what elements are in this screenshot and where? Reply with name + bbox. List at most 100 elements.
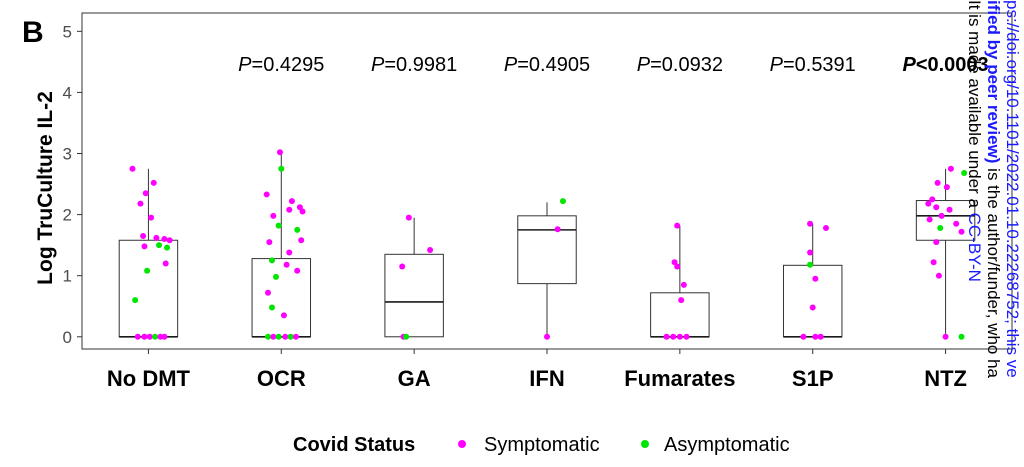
point-symptomatic <box>161 236 168 243</box>
point-asymptomatic <box>958 333 965 340</box>
y-axis-label: Log TruCulture IL-2 <box>34 91 57 285</box>
point-asymptomatic <box>275 333 282 340</box>
point-symptomatic <box>266 239 273 246</box>
point-symptomatic <box>282 333 289 340</box>
point-symptomatic <box>296 204 303 211</box>
point-symptomatic <box>270 212 277 219</box>
point-asymptomatic <box>164 244 171 251</box>
point-asymptomatic <box>265 333 271 340</box>
point-symptomatic <box>670 333 677 340</box>
point-symptomatic <box>812 275 819 282</box>
point-symptomatic <box>283 261 290 268</box>
p-value-ntz: P<0.0003 <box>902 54 988 76</box>
point-asymptomatic <box>961 170 968 177</box>
point-layer <box>129 149 968 340</box>
point-symptomatic <box>663 333 670 340</box>
point-asymptomatic <box>156 242 163 249</box>
point-asymptomatic <box>268 304 275 311</box>
point-symptomatic <box>299 208 306 215</box>
box-no-dmt <box>118 168 179 338</box>
y-tick-label: 0 <box>63 328 72 347</box>
point-symptomatic <box>929 196 936 203</box>
box-iqr <box>782 264 843 338</box>
point-symptomatic <box>146 333 153 340</box>
point-asymptomatic <box>275 222 282 229</box>
point-symptomatic <box>946 206 953 213</box>
y-tick-label: 5 <box>63 22 72 41</box>
point-symptomatic <box>943 184 950 191</box>
point-symptomatic <box>807 249 814 256</box>
p-value-ga: P=0.9981 <box>371 54 457 76</box>
x-axis: No DMT OCR GA IFN Fumarates S1P NTZ <box>107 349 967 391</box>
point-symptomatic <box>935 272 942 279</box>
point-symptomatic <box>930 259 937 266</box>
point-symptomatic <box>161 333 168 340</box>
point-symptomatic <box>554 226 561 233</box>
box-iqr <box>118 239 179 338</box>
point-symptomatic <box>141 333 148 340</box>
box-ga <box>384 217 444 338</box>
point-symptomatic <box>288 198 295 205</box>
x-tick-label: NTZ <box>924 366 967 391</box>
point-symptomatic <box>674 263 681 270</box>
point-asymptomatic <box>294 226 301 233</box>
point-asymptomatic <box>278 165 285 172</box>
point-asymptomatic <box>268 257 275 264</box>
y-axis: 0 1 2 3 4 5 <box>63 22 82 347</box>
point-symptomatic <box>142 190 149 197</box>
p-value-fumarates: P=0.0932 <box>637 54 723 76</box>
point-symptomatic <box>286 206 293 213</box>
point-symptomatic <box>953 220 960 227</box>
legend-symptomatic-swatch <box>458 440 466 448</box>
box-ifn <box>517 202 577 337</box>
point-asymptomatic <box>807 261 814 268</box>
point-symptomatic <box>676 333 683 340</box>
point-symptomatic <box>129 165 136 172</box>
point-symptomatic <box>276 149 283 156</box>
p-value-ocr: P=0.4295 <box>238 54 324 76</box>
watermark-line-3a: It is made available under a <box>965 0 984 213</box>
box-iqr <box>384 253 444 338</box>
box-ntz <box>915 168 976 337</box>
point-asymptomatic <box>287 333 294 340</box>
point-symptomatic <box>263 191 270 198</box>
legend: Covid Status Symptomatic Asymptomatic <box>293 434 790 456</box>
p-value-s1p: P=0.5391 <box>770 54 856 76</box>
point-symptomatic <box>137 200 144 207</box>
point-symptomatic <box>294 267 301 274</box>
point-symptomatic <box>280 312 287 319</box>
point-symptomatic <box>942 333 949 340</box>
point-symptomatic <box>140 232 147 239</box>
point-symptomatic <box>265 289 271 296</box>
y-tick-label: 4 <box>63 83 72 102</box>
point-symptomatic <box>427 247 434 254</box>
point-symptomatic <box>141 243 148 250</box>
point-symptomatic <box>292 333 299 340</box>
point-symptomatic <box>947 165 954 172</box>
point-symptomatic <box>800 333 807 340</box>
legend-title: Covid Status <box>293 434 415 456</box>
point-symptomatic <box>162 260 169 267</box>
y-tick-label: 1 <box>63 267 72 286</box>
point-symptomatic <box>817 333 824 340</box>
point-symptomatic <box>671 259 678 266</box>
box-iqr <box>915 200 976 241</box>
point-symptomatic <box>150 179 157 186</box>
point-asymptomatic <box>144 267 151 274</box>
point-symptomatic <box>680 281 687 288</box>
p-value-ifn: P=0.4905 <box>504 54 590 76</box>
point-symptomatic <box>812 333 819 340</box>
legend-symptomatic-label: Symptomatic <box>484 434 600 456</box>
point-symptomatic <box>134 333 141 340</box>
point-asymptomatic <box>403 333 410 340</box>
legend-asymptomatic-swatch <box>641 440 649 448</box>
point-symptomatic <box>405 214 412 221</box>
point-symptomatic <box>958 228 965 235</box>
point-symptomatic <box>153 234 160 241</box>
x-tick-label: GA <box>398 366 431 391</box>
panel-letter: B <box>22 16 44 49</box>
point-symptomatic <box>270 333 277 340</box>
point-symptomatic <box>399 263 406 270</box>
box-s1p <box>782 223 843 338</box>
